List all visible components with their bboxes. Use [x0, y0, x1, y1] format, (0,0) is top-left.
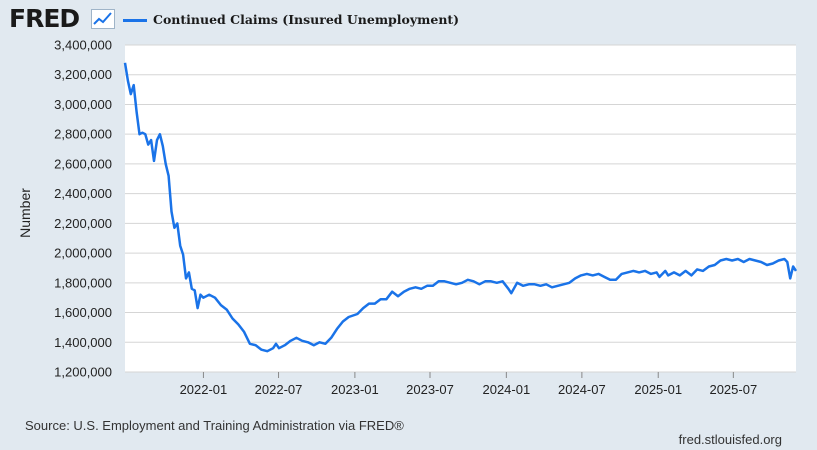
x-tick-label: 2025-07 — [709, 382, 757, 397]
x-tick-label: 2022-07 — [255, 382, 303, 397]
plot-area — [125, 45, 796, 372]
x-tick-label: 2022-01 — [180, 382, 228, 397]
line-chart-icon — [91, 9, 115, 29]
y-tick-label: 1,200,000 — [54, 365, 112, 380]
line-chart: 1,200,000 1,400,000 1,600,000 1,800,000 2,00… — [17, 38, 798, 397]
y-tick-label: 1,800,000 — [54, 275, 112, 290]
y-tick-label: 3,400,000 — [54, 38, 112, 53]
x-tick-label: 2025-01 — [634, 382, 682, 397]
y-tick-label: 2,600,000 — [54, 156, 112, 171]
site-link[interactable]: fred.stlouisfed.org — [678, 432, 782, 447]
x-tick-label: 2024-01 — [482, 382, 530, 397]
x-axis-ticks: 2022-01 2022-07 2023-01 2023-07 2024-01 2024-… — [180, 372, 757, 397]
y-tick-label: 2,800,000 — [54, 127, 112, 142]
source-note: Source: U.S. Employment and Training Adm… — [25, 418, 404, 433]
series-line-continued-claims — [123, 62, 798, 353]
y-tick-label: 3,200,000 — [54, 67, 112, 82]
y-tick-label: 2,200,000 — [54, 216, 112, 231]
y-axis-label: Number — [17, 188, 33, 238]
x-tick-label: 2024-07 — [558, 382, 606, 397]
x-tick-label: 2023-01 — [331, 382, 379, 397]
legend-series-label: Continued Claims (Insured Unemployment) — [153, 12, 460, 27]
y-tick-label: 1,600,000 — [54, 305, 112, 320]
y-axis-ticks: 1,200,000 1,400,000 1,600,000 1,800,000 2,00… — [54, 38, 112, 380]
fred-logo[interactable]: FRED — [9, 4, 80, 33]
y-tick-label: 3,000,000 — [54, 97, 112, 112]
y-tick-label: 1,400,000 — [54, 335, 112, 350]
y-tick-label: 2,400,000 — [54, 186, 112, 201]
series-layer — [123, 62, 798, 353]
x-tick-label: 2023-07 — [406, 382, 454, 397]
legend-swatch — [123, 19, 147, 22]
y-tick-label: 2,000,000 — [54, 246, 112, 261]
